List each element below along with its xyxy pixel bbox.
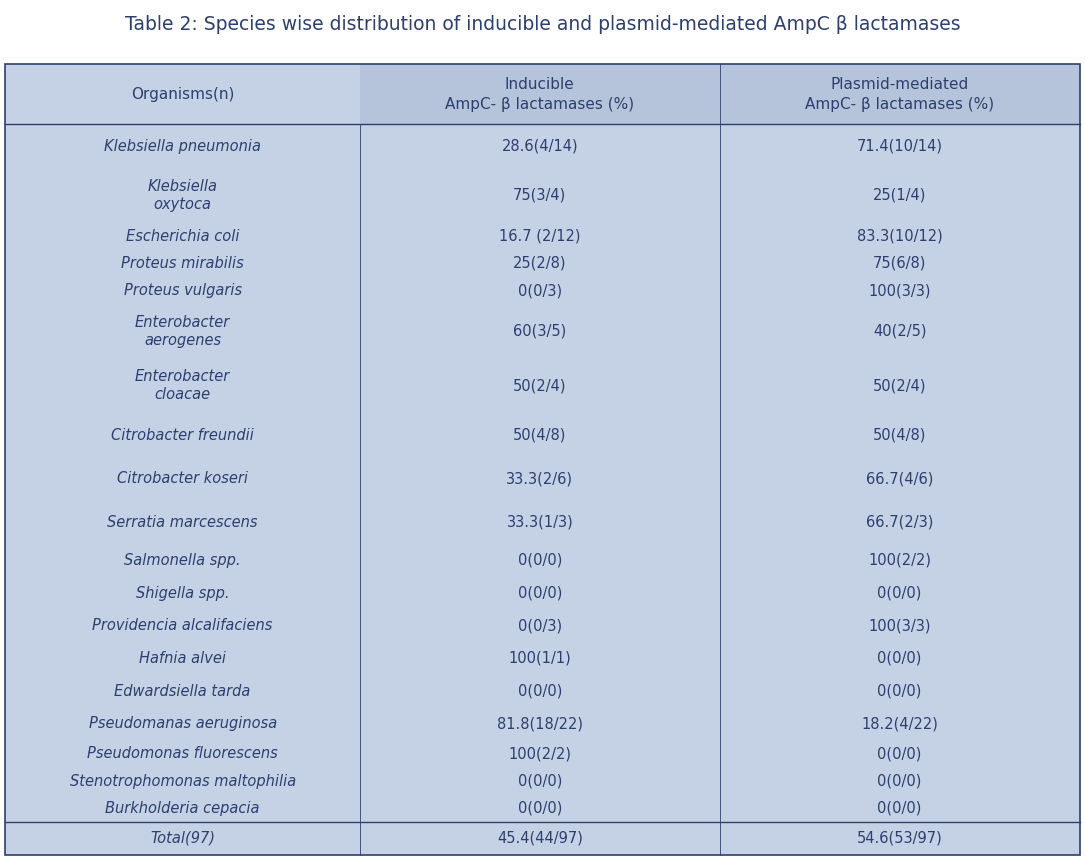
Text: 25(1/4): 25(1/4) <box>873 188 927 203</box>
Text: 33.3(1/3): 33.3(1/3) <box>507 515 573 530</box>
Text: 0(0/0): 0(0/0) <box>518 553 562 568</box>
Text: 0(0/0): 0(0/0) <box>518 774 562 789</box>
Text: 0(0/0): 0(0/0) <box>518 586 562 600</box>
Text: 0(0/0): 0(0/0) <box>518 684 562 698</box>
Text: 100(3/3): 100(3/3) <box>868 283 931 298</box>
Text: Shigella spp.: Shigella spp. <box>136 586 229 600</box>
Text: 66.7(2/3): 66.7(2/3) <box>866 515 933 530</box>
Text: 33.3(2/6): 33.3(2/6) <box>507 471 573 486</box>
Text: 0(0/3): 0(0/3) <box>518 283 562 298</box>
Text: Proteus mirabilis: Proteus mirabilis <box>122 256 244 271</box>
Text: Organisms(n): Organisms(n) <box>131 87 234 102</box>
Text: 0(0/0): 0(0/0) <box>878 651 922 666</box>
Text: Table 2: Species wise distribution of inducible and plasmid-mediated AmpC β lact: Table 2: Species wise distribution of in… <box>125 15 960 34</box>
Text: 66.7(4/6): 66.7(4/6) <box>866 471 933 486</box>
Text: 100(1/1): 100(1/1) <box>509 651 571 666</box>
Text: 0(0/0): 0(0/0) <box>878 746 922 761</box>
Text: 60(3/5): 60(3/5) <box>513 324 566 339</box>
Text: 45.4(44/97): 45.4(44/97) <box>497 831 583 846</box>
Text: 0(0/0): 0(0/0) <box>878 586 922 600</box>
Text: 0(0/0): 0(0/0) <box>518 801 562 816</box>
Text: Plasmid-mediated
AmpC- β lactamases (%): Plasmid-mediated AmpC- β lactamases (%) <box>805 77 994 112</box>
Text: 100(2/2): 100(2/2) <box>868 553 931 568</box>
Text: Enterobacter
aerogenes: Enterobacter aerogenes <box>135 315 230 348</box>
Text: 81.8(18/22): 81.8(18/22) <box>497 716 583 731</box>
Text: Serratia marcescens: Serratia marcescens <box>107 515 258 530</box>
Bar <box>360 64 1080 125</box>
Text: 0(0/0): 0(0/0) <box>878 801 922 816</box>
Text: Escherichia coli: Escherichia coli <box>126 228 240 244</box>
Text: 100(3/3): 100(3/3) <box>868 618 931 633</box>
Text: Hafnia alvei: Hafnia alvei <box>139 651 226 666</box>
Text: 0(0/3): 0(0/3) <box>518 618 562 633</box>
Text: Edwardsiella tarda: Edwardsiella tarda <box>115 684 251 698</box>
Text: Stenotrophomonas maltophilia: Stenotrophomonas maltophilia <box>69 774 296 789</box>
Text: Pseudomanas aeruginosa: Pseudomanas aeruginosa <box>89 716 277 731</box>
Text: 75(6/8): 75(6/8) <box>873 256 927 271</box>
Text: 18.2(4/22): 18.2(4/22) <box>861 716 939 731</box>
Text: Burkholderia cepacia: Burkholderia cepacia <box>105 801 260 816</box>
Text: 83.3(10/12): 83.3(10/12) <box>857 228 943 244</box>
Text: Citrobacter koseri: Citrobacter koseri <box>117 471 248 486</box>
Text: Providencia alcalifaciens: Providencia alcalifaciens <box>92 618 272 633</box>
Text: 100(2/2): 100(2/2) <box>508 746 572 761</box>
Text: Klebsiella pneumonia: Klebsiella pneumonia <box>104 138 261 154</box>
Text: 54.6(53/97): 54.6(53/97) <box>857 831 943 846</box>
Text: Salmonella spp.: Salmonella spp. <box>125 553 241 568</box>
Text: Pseudomonas fluorescens: Pseudomonas fluorescens <box>87 746 278 761</box>
Text: Total(97): Total(97) <box>150 831 215 846</box>
Text: 75(3/4): 75(3/4) <box>513 188 566 203</box>
Text: Klebsiella
oxytoca: Klebsiella oxytoca <box>148 179 218 211</box>
Text: 40(2/5): 40(2/5) <box>873 324 927 339</box>
Text: 16.7 (2/12): 16.7 (2/12) <box>499 228 580 244</box>
Text: Proteus vulgaris: Proteus vulgaris <box>124 283 242 298</box>
Text: 50(4/8): 50(4/8) <box>873 428 927 442</box>
Text: 71.4(10/14): 71.4(10/14) <box>857 138 943 154</box>
Bar <box>5 64 360 125</box>
Text: 50(2/4): 50(2/4) <box>513 379 566 393</box>
Text: 25(2/8): 25(2/8) <box>513 256 566 271</box>
Text: Inducible
AmpC- β lactamases (%): Inducible AmpC- β lactamases (%) <box>445 77 635 112</box>
Text: 50(4/8): 50(4/8) <box>513 428 566 442</box>
Text: Citrobacter freundii: Citrobacter freundii <box>112 428 254 442</box>
Text: 50(2/4): 50(2/4) <box>873 379 927 393</box>
Text: 0(0/0): 0(0/0) <box>878 684 922 698</box>
Text: 0(0/0): 0(0/0) <box>878 774 922 789</box>
Text: Enterobacter
cloacae: Enterobacter cloacae <box>135 369 230 403</box>
Text: 28.6(4/14): 28.6(4/14) <box>501 138 578 154</box>
